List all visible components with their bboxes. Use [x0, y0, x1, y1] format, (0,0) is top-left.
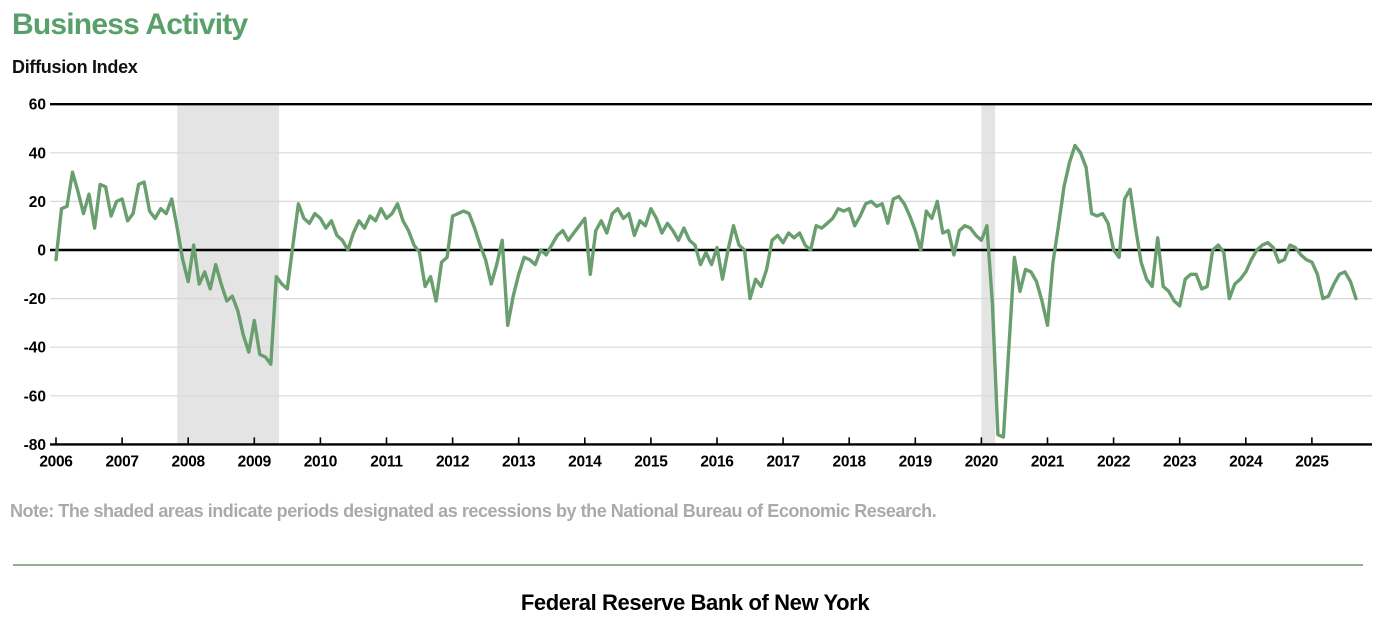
x-tick-label: 2024 — [1229, 453, 1263, 470]
x-tick-label: 2020 — [965, 453, 998, 470]
recession-note: Note: The shaded areas indicate periods … — [10, 501, 937, 521]
footer-source: Federal Reserve Bank of New York — [520, 590, 870, 615]
x-tick-label: 2007 — [105, 453, 138, 470]
x-tick-label: 2009 — [238, 453, 272, 470]
x-tick-label: 2006 — [39, 453, 73, 470]
page-title: Business Activity — [12, 8, 248, 41]
x-tick-label: 2010 — [304, 453, 337, 470]
x-tick-label: 2008 — [172, 453, 206, 470]
y-tick-label: 40 — [29, 145, 46, 162]
x-tick-label: 2023 — [1163, 453, 1197, 470]
x-tick-label: 2013 — [502, 453, 536, 470]
recession-band — [981, 104, 996, 445]
y-tick-label: -80 — [24, 437, 46, 454]
chart-area: 60 40 20 0 -20 -40 -60 -80 2006 2007 2008 2009 2010 2… — [24, 97, 1372, 470]
y-tick-label: -20 — [24, 291, 46, 308]
x-tick-label: 2011 — [370, 453, 403, 470]
x-tick-label: 2022 — [1097, 453, 1130, 470]
x-tick-label: 2014 — [568, 453, 602, 470]
y-tick-label: 0 — [37, 243, 46, 260]
x-tick-label: 2017 — [766, 453, 799, 470]
y-tick-label: 20 — [29, 194, 46, 211]
x-tick-label: 2019 — [899, 453, 933, 470]
diffusion-index-line — [54, 143, 1358, 439]
x-tick-label: 2016 — [700, 453, 734, 470]
y-tick-label: 60 — [29, 97, 46, 114]
y-tick-label: -60 — [24, 388, 46, 405]
y-tick-label: -40 — [24, 340, 46, 357]
x-tick-label: 2021 — [1031, 453, 1065, 470]
x-tick-label: 2025 — [1295, 453, 1329, 470]
footer-divider — [13, 564, 1363, 566]
x-tick-label: 2018 — [833, 453, 867, 470]
x-tick-label: 2012 — [436, 453, 469, 470]
x-tick-label: 2015 — [634, 453, 668, 470]
recession-band — [177, 104, 280, 445]
y-axis-title: Diffusion Index — [12, 57, 138, 77]
